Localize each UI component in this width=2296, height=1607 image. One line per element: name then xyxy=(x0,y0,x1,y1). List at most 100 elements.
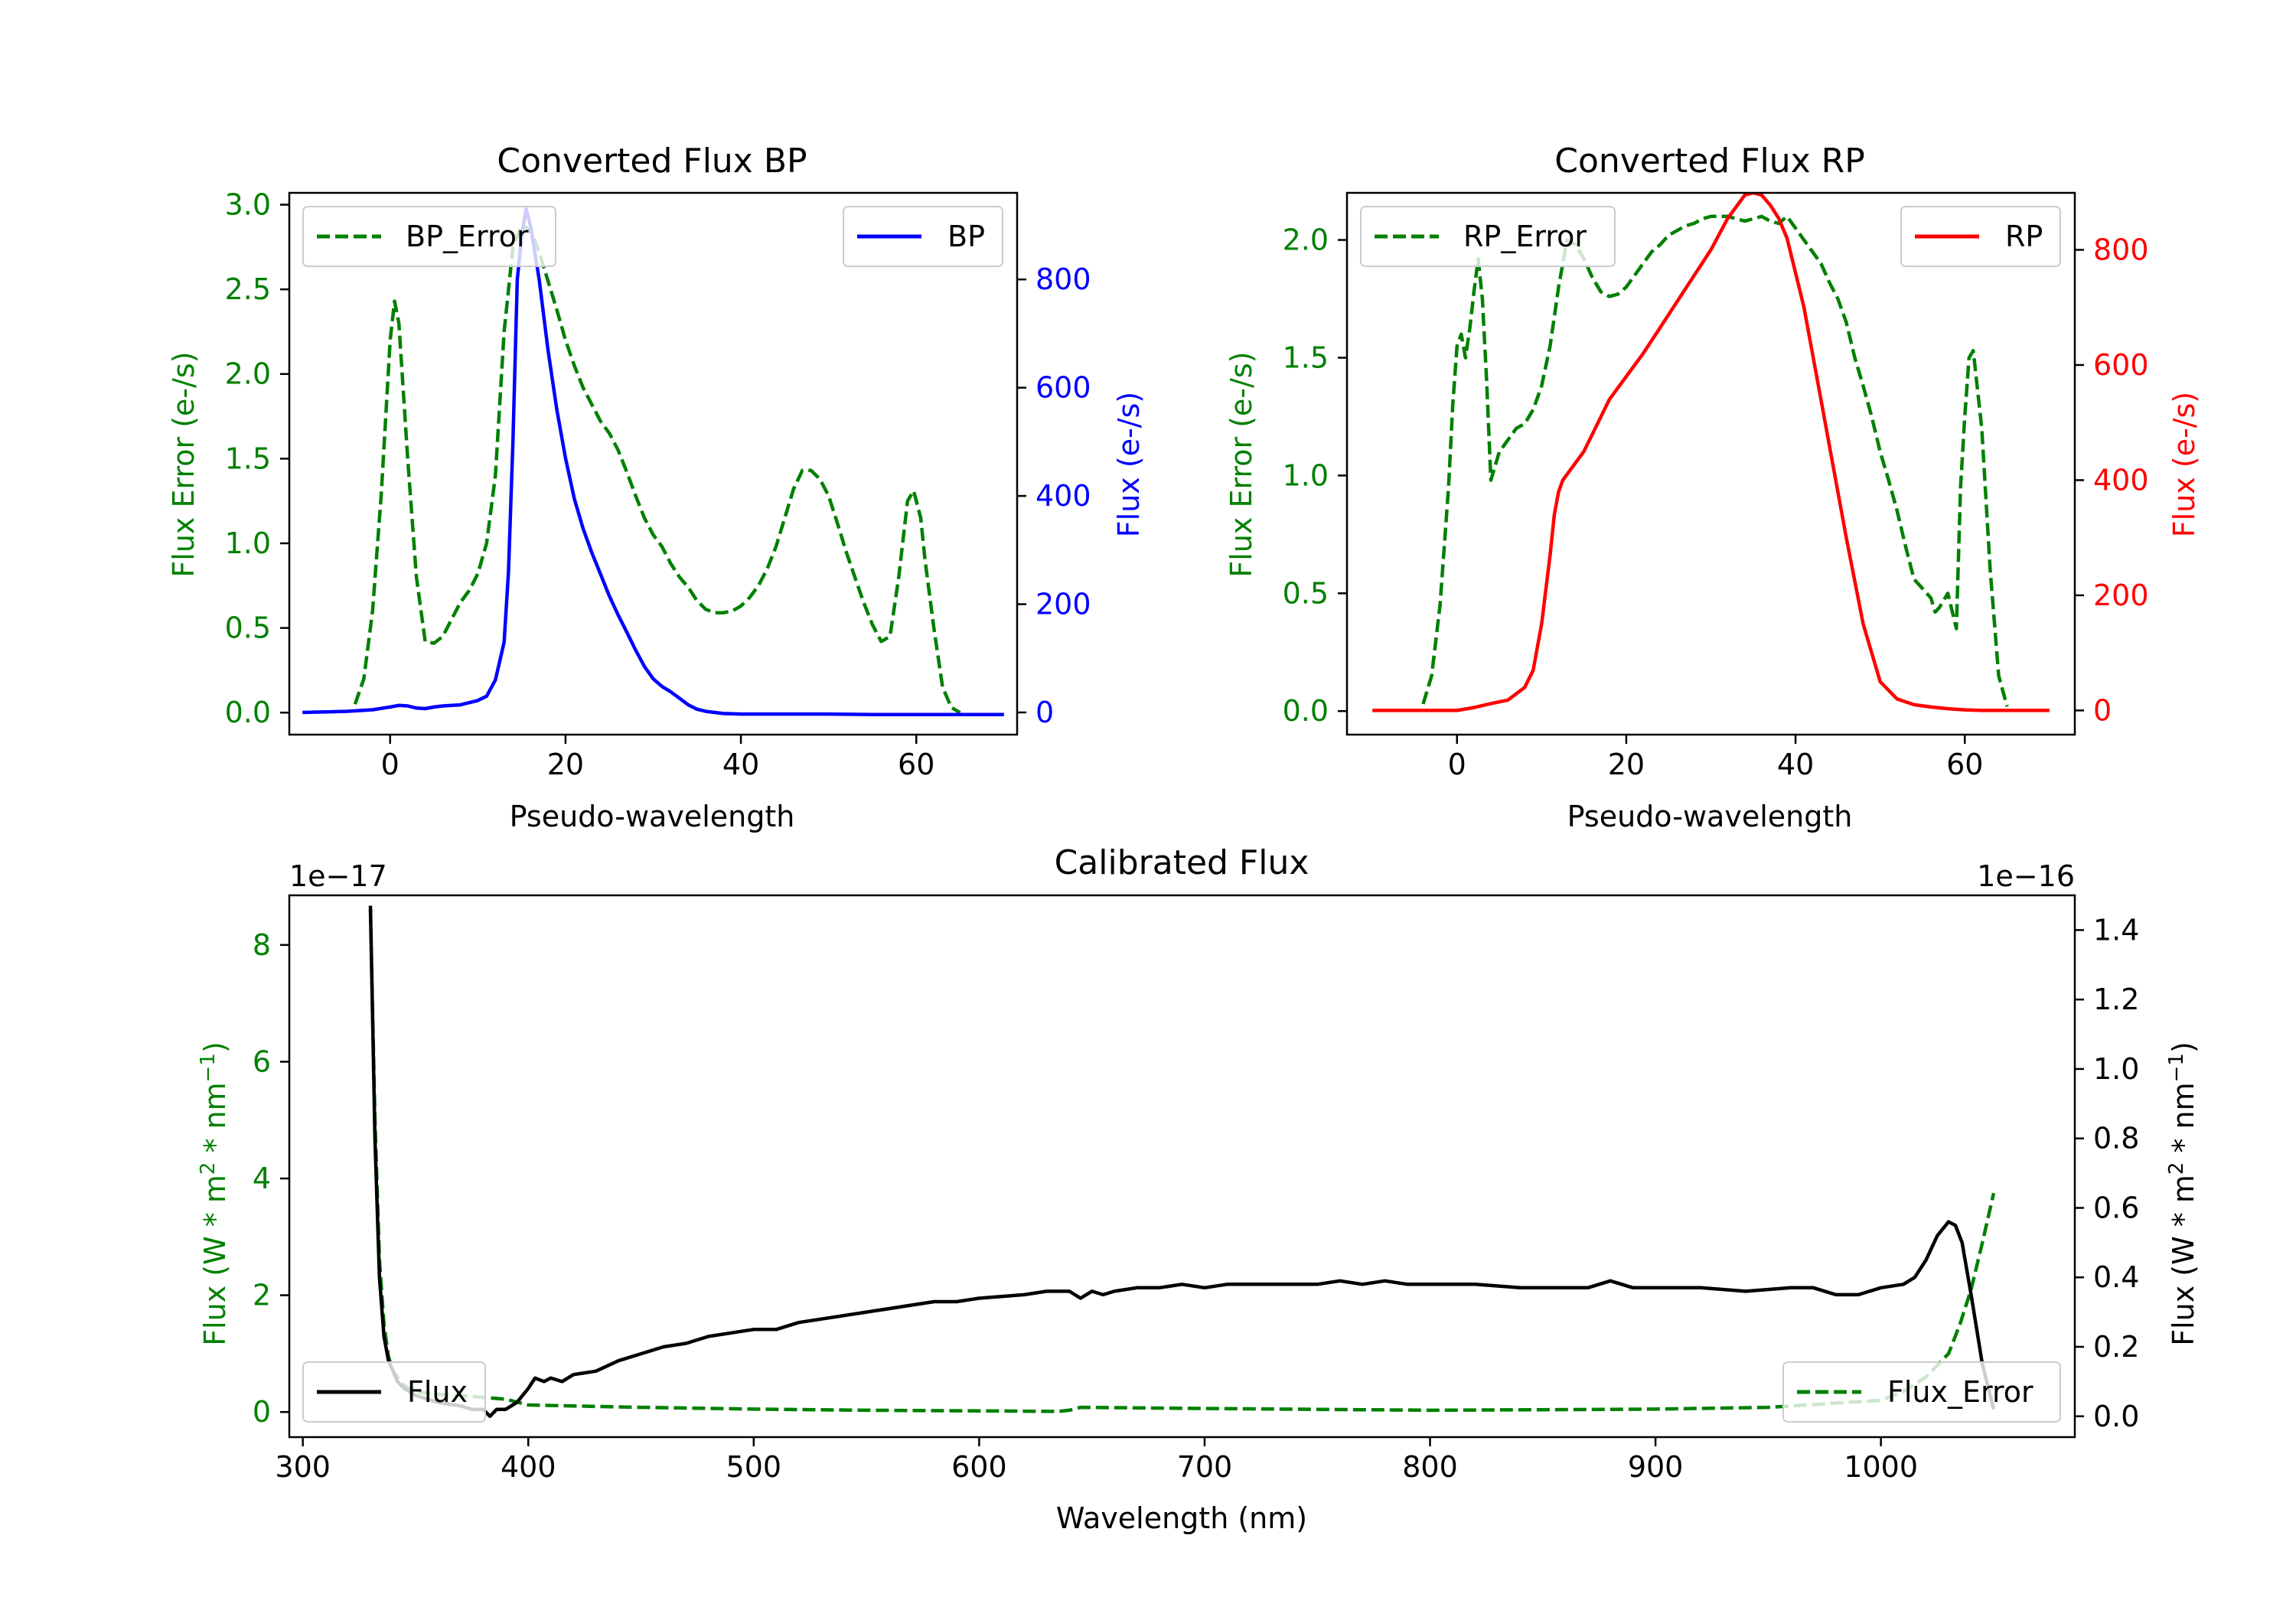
cal-y-left-tick-label: 4 xyxy=(253,1162,271,1195)
bp-y-right-tick-label: 400 xyxy=(1035,479,1091,513)
rp-y-right-tick-label: 600 xyxy=(2093,348,2149,382)
bp-x-tick-label: 20 xyxy=(547,748,584,781)
bp-series-bp-line xyxy=(302,207,1004,717)
rp-legend-flux-box xyxy=(1900,206,2061,267)
cal-x-tick-label: 600 xyxy=(951,1450,1007,1484)
cal-ylabel-right: Flux (W * m2 * nm−1) xyxy=(2165,1041,2200,1346)
rp-series-rp-error-line xyxy=(1421,214,2009,707)
cal-y-right-tick-label: 0.2 xyxy=(2093,1330,2139,1364)
bp-axes-frame xyxy=(288,191,1019,736)
rp-plot-area xyxy=(1372,193,2050,712)
rp-y-left-tick-label: 1.0 xyxy=(1283,458,1329,492)
bp-y-left-tick-label: 1.0 xyxy=(225,526,271,560)
rp-y-left-tick-label: 2.0 xyxy=(1283,223,1329,257)
cal-y-right-tick-label: 1.2 xyxy=(2093,983,2139,1016)
bp-x-tick-label: 0 xyxy=(381,748,400,781)
cal-x-tick-label: 800 xyxy=(1402,1450,1458,1484)
cal-y-right-tick-label: 1.0 xyxy=(2093,1052,2139,1086)
bp-y-right-tick-label: 0 xyxy=(1035,696,1054,729)
cal-axes-frame xyxy=(288,894,2076,1439)
cal-y-right-tick-label: 0.0 xyxy=(2093,1400,2139,1433)
cal-y-left-tick-label: 6 xyxy=(253,1045,271,1078)
rp-legend-flux: RP xyxy=(1900,206,2061,267)
rp-axes-frame xyxy=(1345,191,2076,736)
rp-legend-flux-label: RP xyxy=(2005,220,2043,253)
bp-y-left-tick-label: 2.5 xyxy=(225,272,271,306)
cal-y-right-tick-label: 0.6 xyxy=(2093,1191,2139,1224)
rp-y-left-tick-label: 0.5 xyxy=(1283,576,1329,610)
cal-x-tick-label: 700 xyxy=(1177,1450,1233,1484)
rp-legend-error-label: RP_Error xyxy=(1463,220,1587,253)
cal-x-tick-label: 900 xyxy=(1628,1450,1684,1484)
cal-y-left-tick-label: 2 xyxy=(253,1279,271,1312)
rp-x-tick-label: 60 xyxy=(1946,748,1983,781)
cal-legend-flux-box xyxy=(302,1361,486,1423)
rp-x-tick-label: 40 xyxy=(1777,748,1814,781)
cal-x-tick-label: 300 xyxy=(275,1450,331,1484)
bp-y-right-tick-label: 800 xyxy=(1035,262,1091,296)
cal-y-right-tick-label: 1.4 xyxy=(2093,913,2139,947)
bp-legend-error: BP_Error xyxy=(302,206,556,267)
bp-y-right-tick-label: 200 xyxy=(1035,588,1091,621)
bp-legend-error-label: BP_Error xyxy=(406,220,529,253)
cal-ylabel-left-text: Flux (W * m2 * nm−1) xyxy=(197,1041,232,1346)
cal-legend-error-label: Flux_Error xyxy=(1887,1375,2033,1409)
rp-y-right-tick-label: 800 xyxy=(2093,233,2149,266)
rp-legend-error: RP_Error xyxy=(1360,206,1616,267)
cal-y-left-tick-label: 0 xyxy=(253,1395,271,1429)
rp-series-rp-line xyxy=(1372,193,2050,712)
cal-x-tick-label: 400 xyxy=(501,1450,556,1484)
bp-x-tick-label: 40 xyxy=(722,748,759,781)
cal-offset-left: 1e−17 xyxy=(289,859,387,893)
bp-y-left-tick-label: 3.0 xyxy=(225,187,271,221)
rp-ylabel-right: Flux (e-/s) xyxy=(2167,392,2201,537)
cal-offset-right: 1e−16 xyxy=(1977,859,2075,893)
rp-legend-error-box xyxy=(1360,206,1616,267)
bp-y-left-tick-label: 2.0 xyxy=(225,357,271,391)
bp-y-left-tick-label: 0.0 xyxy=(225,696,271,729)
rp-y-left-tick-label: 0.0 xyxy=(1283,694,1329,728)
bp-y-left-tick-label: 0.5 xyxy=(225,611,271,645)
rp-y-right-tick-label: 200 xyxy=(2093,579,2149,612)
bp-legend-flux-box xyxy=(843,206,1003,267)
bp-legend-flux-label: BP xyxy=(947,220,985,253)
rp-y-left-tick-label: 1.5 xyxy=(1283,341,1329,374)
cal-title: Calibrated Flux xyxy=(1055,843,1309,882)
cal-y-right-tick-label: 0.4 xyxy=(2093,1260,2139,1294)
rp-x-tick-label: 20 xyxy=(1608,748,1645,781)
rp-xlabel: Pseudo-wavelength xyxy=(1567,800,1853,833)
cal-legend-error-box xyxy=(1782,1361,2061,1423)
cal-xlabel: Wavelength (nm) xyxy=(1056,1501,1307,1535)
rp-y-right-tick-label: 0 xyxy=(2093,693,2112,727)
bp-ylabel-left: Flux Error (e-/s) xyxy=(167,351,201,577)
cal-series-flux-line xyxy=(368,905,1996,1419)
cal-legend-flux: Flux xyxy=(302,1361,486,1423)
cal-x-tick-label: 500 xyxy=(726,1450,782,1484)
bp-y-left-tick-label: 1.5 xyxy=(225,442,271,475)
cal-y-left-tick-label: 8 xyxy=(253,928,271,962)
panel-bp: Converted Flux BP Pseudo-wavelength Flux… xyxy=(167,142,1146,833)
bp-legend-flux: BP xyxy=(843,206,1003,267)
cal-ylabel-left: Flux (W * m2 * nm−1) xyxy=(197,1041,232,1346)
bp-ylabel-right: Flux (e-/s) xyxy=(1112,392,1146,537)
rp-x-tick-label: 0 xyxy=(1448,748,1466,781)
cal-legend-error: Flux_Error xyxy=(1782,1361,2061,1423)
rp-title: Converted Flux RP xyxy=(1554,142,1865,181)
cal-y-right-tick-label: 0.8 xyxy=(2093,1122,2139,1156)
bp-title: Converted Flux BP xyxy=(497,142,807,181)
bp-plot-area xyxy=(302,207,1004,717)
bp-x-tick-label: 60 xyxy=(898,748,934,781)
bp-y-right-tick-label: 600 xyxy=(1035,371,1091,405)
panel-calibrated: Calibrated Flux Wavelength (nm) 1e−17 1e… xyxy=(197,843,2200,1535)
rp-ylabel-left: Flux Error (e-/s) xyxy=(1225,351,1258,577)
cal-x-tick-label: 1000 xyxy=(1844,1450,1918,1484)
bp-series-bp-error-line xyxy=(353,223,961,715)
bp-legend-error-box xyxy=(302,206,556,267)
cal-legend-flux-label: Flux xyxy=(407,1375,468,1409)
rp-y-right-tick-label: 400 xyxy=(2093,463,2149,497)
panel-rp: Converted Flux RP Pseudo-wavelength Flux… xyxy=(1225,142,2201,833)
bp-xlabel: Pseudo-wavelength xyxy=(510,800,795,833)
cal-ylabel-right-text: Flux (W * m2 * nm−1) xyxy=(2165,1041,2200,1346)
